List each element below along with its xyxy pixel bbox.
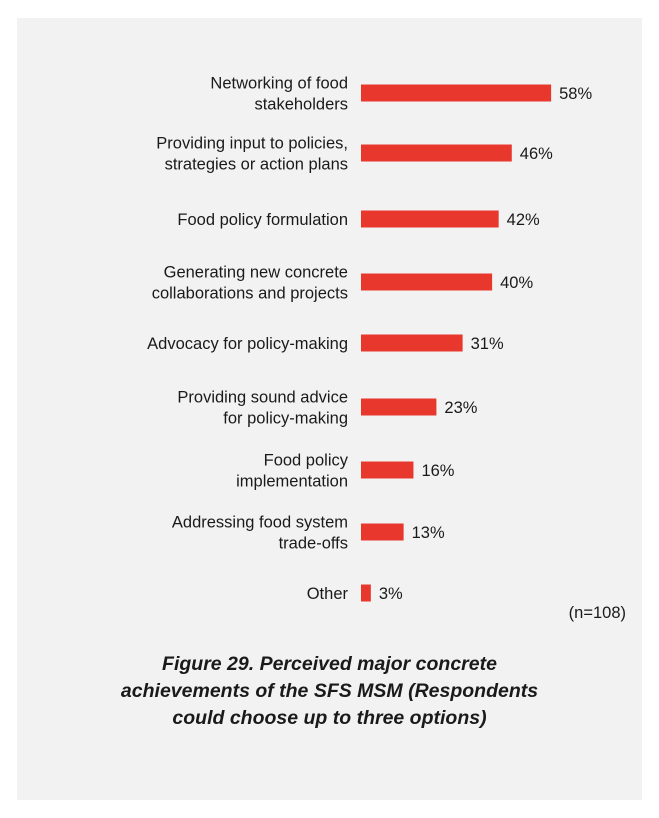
figure-caption: Figure 29. Perceived major concrete achi… — [120, 653, 539, 729]
value-label: 13% — [412, 524, 445, 542]
bar — [361, 461, 414, 479]
category-label: Addressing food system trade-offs — [172, 514, 348, 553]
category-label-line: strategies or action plans — [165, 156, 348, 174]
bar — [361, 334, 463, 352]
category-label-line: trade-offs — [279, 535, 348, 553]
category-label: Food policy formulation — [177, 211, 348, 229]
category-label-line: Food policy formulation — [177, 211, 348, 229]
category-label-line: Generating new concrete — [164, 264, 348, 282]
value-label: 42% — [507, 211, 540, 229]
category-label-line: Providing input to policies, — [156, 135, 348, 153]
category-label-line: stakeholders — [254, 96, 348, 114]
category-label: Providing sound advice for policy-making — [177, 389, 348, 428]
category-label: Other — [307, 585, 349, 603]
category-labels-group: Networking of food stakeholders Providing … — [147, 75, 349, 604]
value-labels-group: 58% 46% 42% 40% 31% 23% 16% 13% 3% — [379, 85, 593, 603]
bar — [361, 144, 512, 162]
value-label: 31% — [471, 335, 504, 353]
category-label-line: Other — [307, 585, 349, 603]
category-label-line: Providing sound advice — [177, 389, 348, 407]
figure-panel: Networking of food stakeholders Providing … — [17, 18, 642, 800]
category-label-line: Advocacy for policy-making — [147, 335, 348, 353]
category-label: Food policy implementation — [236, 452, 349, 491]
value-label: 46% — [520, 145, 553, 163]
category-label-line: Networking of food — [210, 75, 348, 93]
category-label-line: Addressing food system — [172, 514, 348, 532]
bar — [361, 584, 371, 602]
value-label: 58% — [559, 85, 592, 103]
bar-chart: Networking of food stakeholders Providing … — [147, 75, 626, 623]
category-label: Advocacy for policy-making — [147, 335, 348, 353]
value-label: 16% — [421, 462, 454, 480]
category-label-line: collaborations and projects — [152, 285, 348, 303]
category-label: Generating new concrete collaborations an… — [152, 264, 348, 303]
value-label: 40% — [500, 274, 533, 292]
category-label: Providing input to policies, strategies o… — [156, 135, 348, 174]
bar — [361, 273, 493, 291]
bar — [361, 210, 499, 228]
category-label: Networking of food stakeholders — [210, 75, 348, 114]
bar — [361, 523, 404, 541]
category-label-line: for policy-making — [223, 410, 348, 428]
bar — [361, 398, 437, 416]
category-label-line: implementation — [236, 473, 348, 491]
sample-size-annotation: (n=108) — [569, 604, 626, 622]
bars-group — [361, 84, 552, 602]
value-label: 3% — [379, 585, 403, 603]
bar — [361, 84, 552, 102]
category-label-line: Food policy — [264, 452, 349, 470]
value-label: 23% — [444, 399, 477, 417]
